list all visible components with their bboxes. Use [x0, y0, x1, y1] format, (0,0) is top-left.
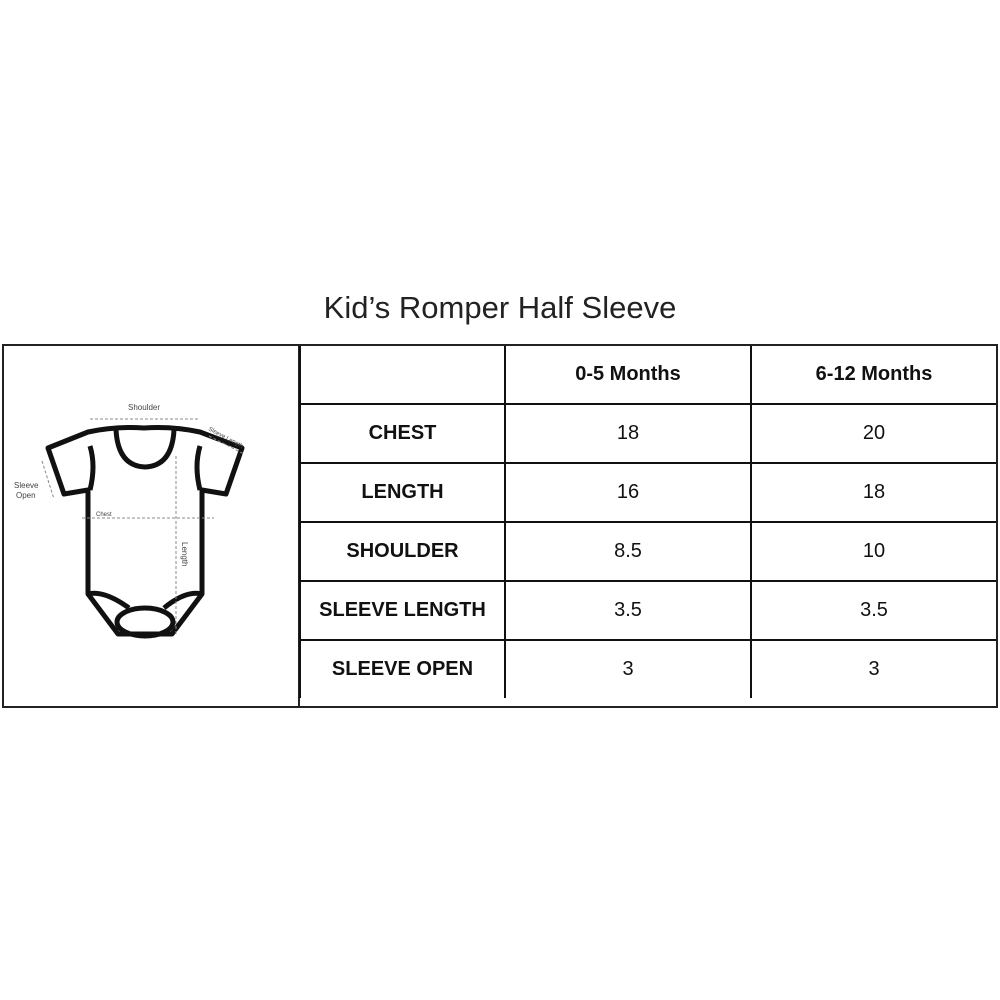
row-label: SHOULDER: [299, 521, 506, 582]
table-row: SLEEVE OPEN 3 3: [299, 639, 996, 698]
cell: 18: [750, 462, 996, 523]
table-row: SHOULDER 8.5 10: [299, 521, 996, 582]
chart-title: Kid’s Romper Half Sleeve: [323, 290, 677, 325]
romper-diagram: Shoulder Sleeve Length Sleeve Open Chest…: [4, 346, 300, 706]
sleeve-open-label-2: Open: [16, 491, 36, 500]
row-label: SLEEVE OPEN: [299, 639, 506, 698]
table-row: CHEST 18 20: [299, 403, 996, 464]
cell: 3: [750, 639, 996, 698]
cell: 3.5: [750, 580, 996, 641]
romper-icon: Shoulder Sleeve Length Sleeve Open Chest…: [14, 403, 245, 639]
row-label: LENGTH: [299, 462, 506, 523]
size-table: 0-5 Months 6-12 Months CHEST 18 20 LENGT…: [299, 346, 996, 698]
row-label: CHEST: [299, 403, 506, 464]
cell: 20: [750, 403, 996, 464]
table-row: LENGTH 16 18: [299, 462, 996, 523]
chest-label: Chest: [96, 512, 112, 518]
cell: 16: [504, 462, 752, 523]
sleeve-open-label: Sleeve: [14, 481, 39, 490]
shoulder-label: Shoulder: [128, 403, 160, 412]
row-label: SLEEVE LENGTH: [299, 580, 506, 641]
table-row: SLEEVE LENGTH 3.5 3.5: [299, 580, 996, 641]
header-cell: [299, 346, 506, 405]
length-label: Length: [180, 542, 189, 566]
cell: 18: [504, 403, 752, 464]
header-row: 0-5 Months 6-12 Months: [299, 346, 996, 405]
cell: 8.5: [504, 521, 752, 582]
header-cell: 0-5 Months: [504, 346, 752, 405]
header-cell: 6-12 Months: [750, 346, 996, 405]
cell: 3: [504, 639, 752, 698]
cell: 3.5: [504, 580, 752, 641]
size-chart: Shoulder Sleeve Length Sleeve Open Chest…: [2, 344, 998, 708]
cell: 10: [750, 521, 996, 582]
